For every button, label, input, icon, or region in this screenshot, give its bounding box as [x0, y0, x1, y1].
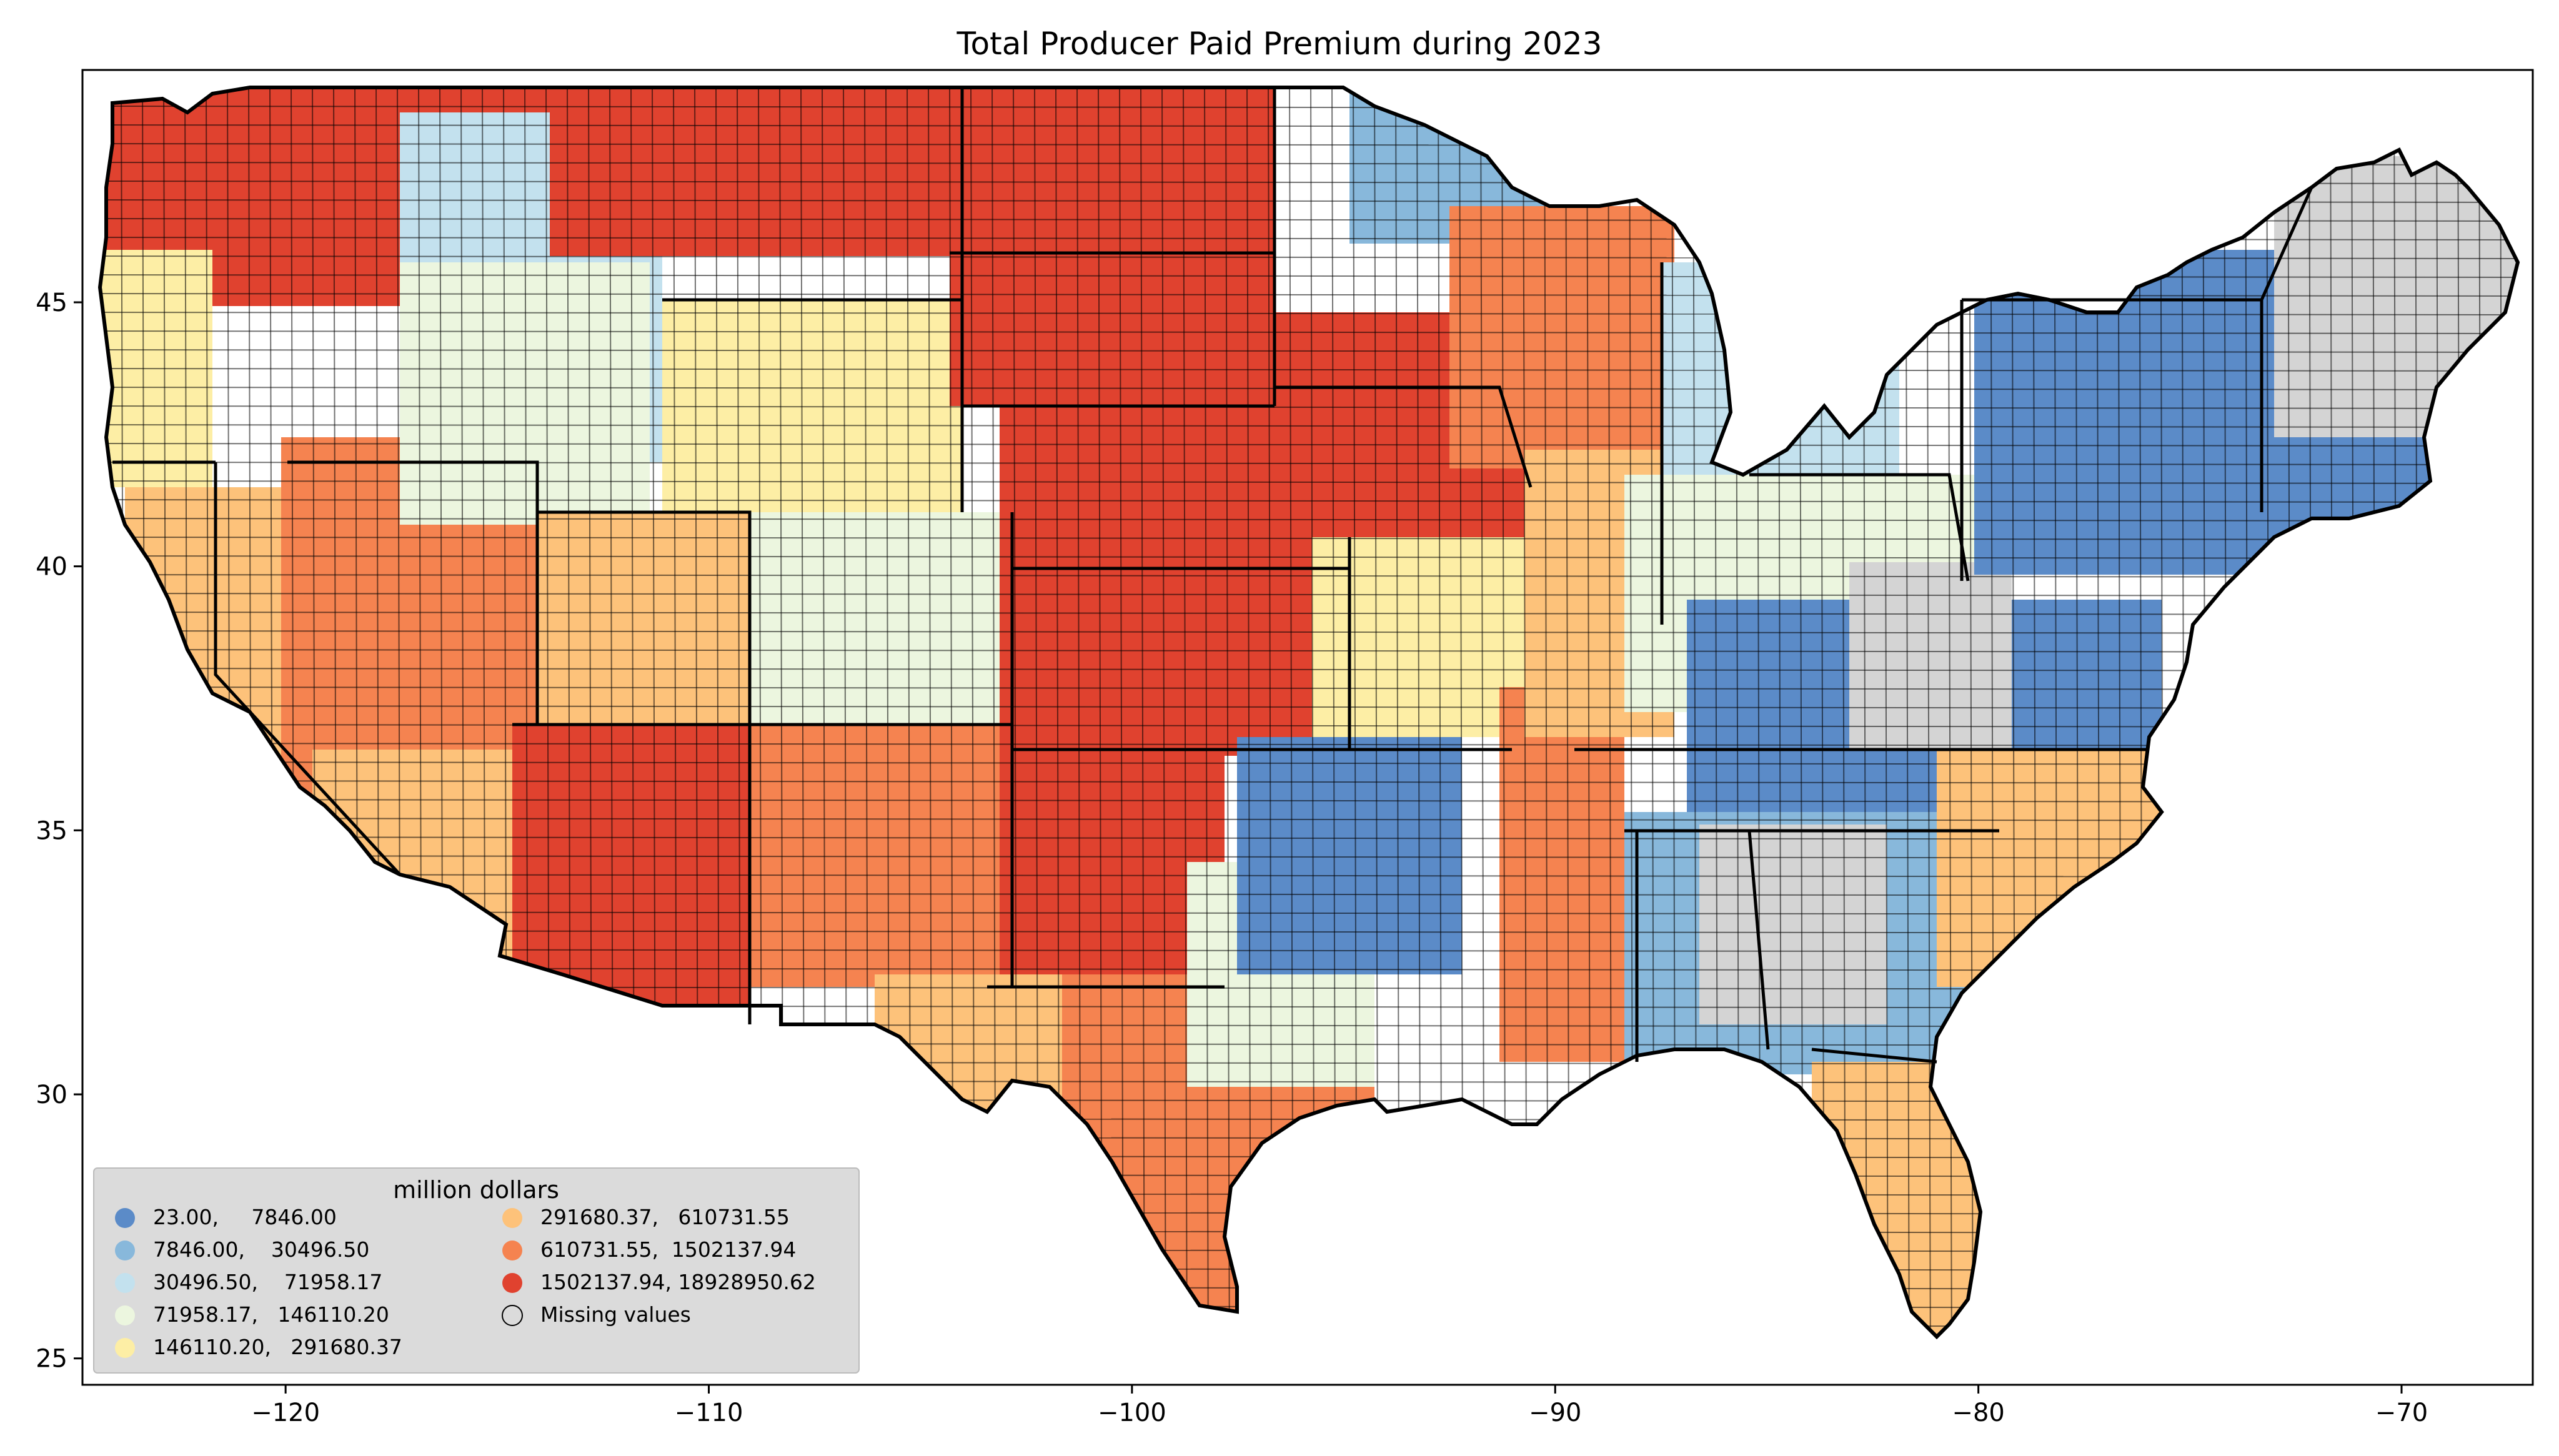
- x-tick-label: −90: [1529, 1399, 1581, 1427]
- legend-swatch: [115, 1208, 135, 1228]
- axes-frame: [81, 69, 2534, 1386]
- region-northern-plains: [950, 87, 1275, 406]
- legend-label: 291680.37, 610731.55: [540, 1205, 790, 1229]
- legend-swatch: [502, 1208, 522, 1228]
- legend-label: 1502137.94, 18928950.62: [540, 1270, 816, 1294]
- legend-label: 610731.55, 1502137.94: [540, 1237, 796, 1262]
- x-tick-label: −80: [1952, 1399, 2004, 1427]
- legend-label: 7846.00, 30496.50: [153, 1237, 369, 1262]
- map-title: Total Producer Paid Premium during 2023: [956, 26, 1602, 62]
- region-ozarks: [1237, 737, 1462, 974]
- legend-label: 146110.20, 291680.37: [153, 1335, 402, 1359]
- legend-swatch: [115, 1338, 135, 1358]
- legend-box: [93, 1167, 860, 1374]
- legend-swatch: [502, 1305, 523, 1326]
- legend-swatch: [115, 1241, 135, 1260]
- region-idaho: [400, 262, 650, 525]
- legend-label: Missing values: [540, 1302, 691, 1327]
- y-tick-label: 25: [36, 1345, 67, 1374]
- legend-label: 71958.17, 146110.20: [153, 1302, 389, 1327]
- country-outline: [97, 86, 2520, 1340]
- region-montana-east: [550, 87, 950, 256]
- region-mississippi-delta: [1499, 687, 1624, 1062]
- x-tick-label: −110: [675, 1399, 743, 1427]
- x-axis-ticks: −120 −110 −100 −90 −80 −70: [251, 1385, 2428, 1427]
- region-wyoming: [662, 300, 962, 537]
- x-tick-label: −120: [251, 1399, 320, 1427]
- region-colorado-west: [537, 512, 762, 725]
- legend-swatch: [115, 1305, 135, 1325]
- region-georgia-alabama: [1699, 825, 1887, 1024]
- legend-label: 23.00, 7846.00: [153, 1205, 337, 1229]
- legend-swatch: [502, 1273, 522, 1293]
- legend-title: million dollars: [393, 1176, 559, 1204]
- legend: million dollars 23.00, 7846.00 7846.00, 3…: [93, 1167, 860, 1374]
- region-new-mexico: [750, 725, 1012, 987]
- state-borders: [112, 87, 2313, 1064]
- legend-swatch: [115, 1273, 135, 1293]
- y-tick-label: 30: [36, 1081, 67, 1109]
- region-wisconsin: [1449, 206, 1674, 468]
- y-tick-label: 40: [36, 553, 67, 582]
- y-tick-label: 35: [36, 816, 67, 845]
- y-tick-label: 45: [36, 289, 67, 317]
- legend-swatch: [502, 1241, 522, 1260]
- x-tick-label: −100: [1098, 1399, 1166, 1427]
- region-colorado-east: [750, 512, 1012, 725]
- y-axis-ticks: 45 40 35 30 25: [36, 289, 82, 1374]
- x-tick-label: −70: [2375, 1399, 2428, 1427]
- region-west-virginia: [1849, 562, 2012, 750]
- legend-label: 30496.50, 71958.17: [153, 1270, 382, 1294]
